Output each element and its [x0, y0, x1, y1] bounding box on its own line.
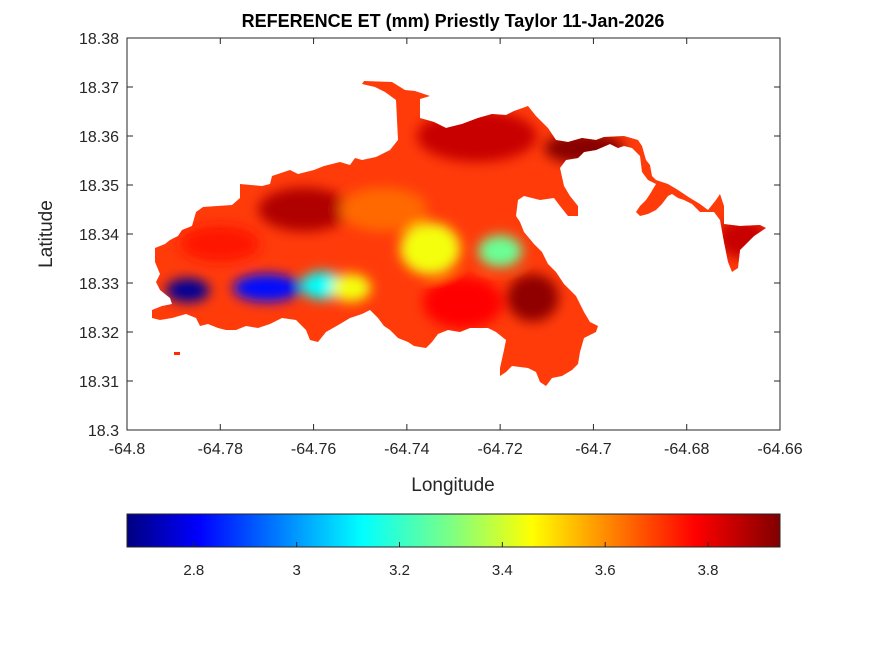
x-tick-label: -64.66 — [757, 441, 802, 458]
field-sample — [180, 225, 261, 262]
field-sample — [330, 273, 371, 302]
field-sample — [506, 273, 559, 322]
chart-title: REFERENCE ET (mm) Priestly Taylor 11-Jan… — [242, 11, 665, 31]
field-sample — [339, 187, 428, 232]
y-tick-label: 18.31 — [79, 374, 119, 391]
x-tick-label: -64.8 — [109, 441, 146, 458]
field-sample — [478, 235, 523, 268]
y-axis-label: Latitude — [36, 200, 57, 268]
field-sample — [232, 273, 301, 302]
colorbar-ticks: 2.8 3 3.2 3.4 3.6 3.8 — [183, 542, 718, 579]
x-tick-label: -64.68 — [664, 441, 709, 458]
field-sample — [422, 276, 503, 329]
y-tick-label: 18.38 — [79, 31, 119, 48]
y-tick-label: 18.32 — [79, 325, 119, 342]
colorbar-tick-label: 3.4 — [492, 562, 513, 579]
y-tick-label: 18.34 — [79, 227, 119, 244]
y-tick-label: 18.36 — [79, 129, 119, 146]
y-tick-label: 18.33 — [79, 276, 119, 293]
field-sample — [258, 187, 351, 232]
colorbar-tick-label: 3 — [293, 562, 301, 579]
y-tick-label: 18.37 — [79, 80, 119, 97]
x-tick-label: -64.76 — [291, 441, 336, 458]
x-tick-label: -64.7 — [575, 441, 612, 458]
y-tick-label: 18.35 — [79, 178, 119, 195]
colorbar-tick-label: 3.6 — [595, 562, 616, 579]
field-sample — [400, 222, 461, 275]
y-tick-label: 18.3 — [88, 423, 119, 440]
colorbar-tick-label: 3.8 — [698, 562, 719, 579]
x-tick-label: -64.72 — [477, 441, 522, 458]
colorbar-tick-label: 2.8 — [183, 562, 204, 579]
y-ticks: 18.3 18.31 18.32 18.33 18.34 18.35 18.36 18.37 1… — [79, 31, 780, 440]
x-tick-label: -64.78 — [198, 441, 243, 458]
colorbar-tick-label: 3.2 — [389, 562, 410, 579]
field-speck — [174, 352, 180, 355]
x-tick-label: -64.74 — [384, 441, 429, 458]
field-sample — [165, 278, 210, 303]
colorbar — [126, 513, 781, 548]
x-ticks: -64.8 -64.78 -64.76 -64.74 -64.72 -64.7 -64.68… — [109, 38, 803, 458]
x-axis-label: Longitude — [411, 475, 494, 496]
